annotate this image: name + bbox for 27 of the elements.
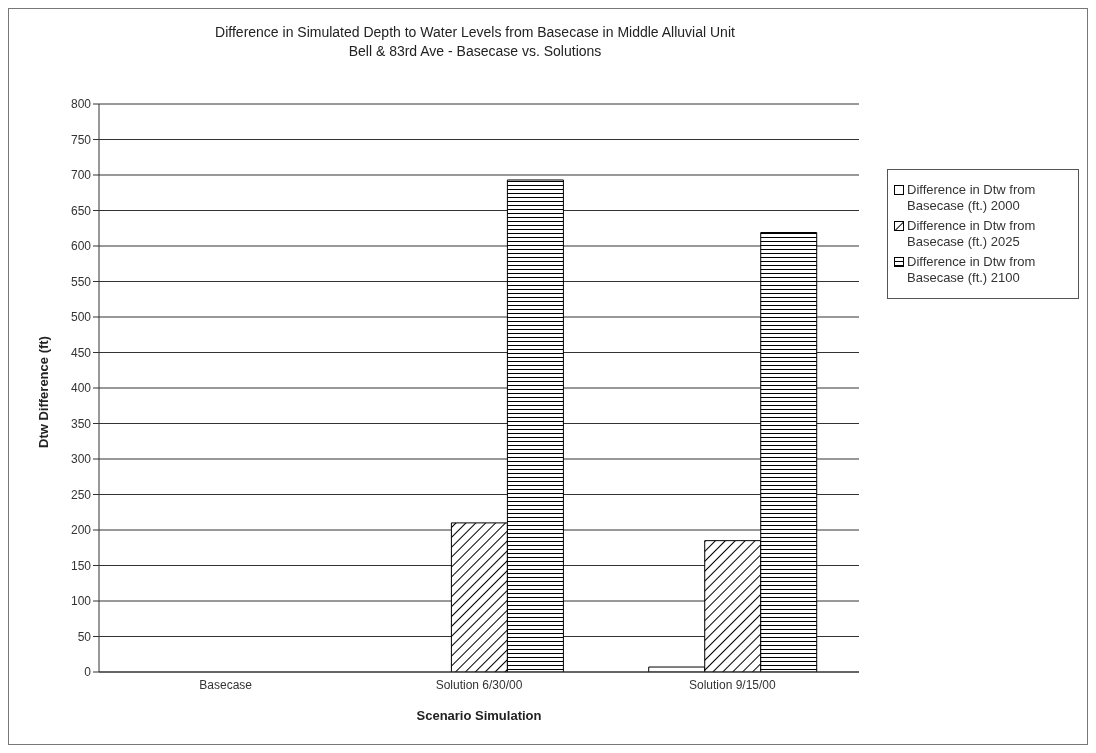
y-tick-label: 450 [70,345,92,360]
legend-label: Difference in Dtw from Basecase (ft.) 2000 [907,182,1037,214]
y-tick-label: 600 [70,239,92,254]
x-tick-label: Basecase [199,677,253,692]
y-tick-label: 100 [70,594,92,609]
y-tick-label: 0 [84,665,92,680]
y-tick-label: 200 [70,523,92,538]
y-tick-label: 550 [70,274,92,289]
y-tick-label: 50 [77,629,92,644]
chart-subtitle: Bell & 83rd Ave - Basecase vs. Solutions [347,42,603,61]
x-axis-title: Scenario Simulation [416,708,542,723]
y-tick-label: 250 [70,487,92,502]
chart-title: Difference in Simulated Depth to Water Levels from Basecase in Middle Alluvial Unit [214,23,736,42]
legend-label: Difference in Dtw from Basecase (ft.) 2100 [907,254,1037,286]
x-tick-label: Solution 9/15/00 [688,677,777,692]
y-tick-label: 700 [70,168,92,183]
y-tick-label: 150 [70,558,92,573]
y-tick-label: 350 [70,416,92,431]
y-tick-label: 750 [70,132,92,147]
x-tick-label: Solution 6/30/00 [435,677,523,692]
y-tick-label: 650 [70,203,92,218]
y-axis-title: Dtw Difference (ft) [35,336,51,448]
y-tick-label: 800 [70,97,92,112]
legend-label: Difference in Dtw from Basecase (ft.) 2025 [907,218,1037,250]
y-tick-label: 500 [70,310,92,325]
y-tick-label: 400 [70,381,92,396]
y-tick-label: 300 [70,452,92,467]
